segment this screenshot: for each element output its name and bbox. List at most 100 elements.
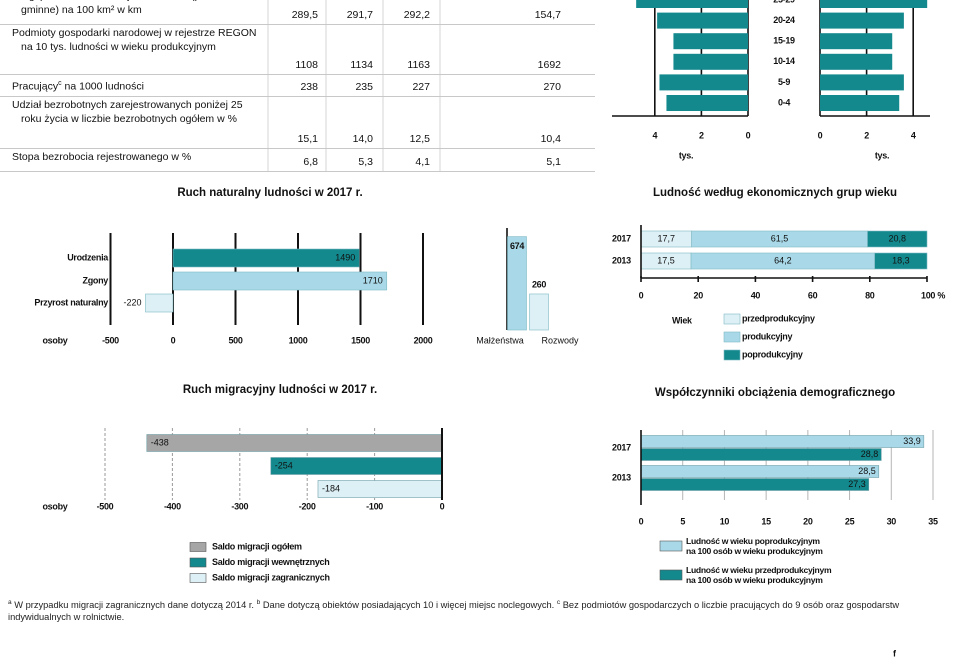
table-row: Pracującyc na 1000 ludności 238 235 227 270 bbox=[0, 75, 595, 97]
value-label: -254 bbox=[275, 460, 293, 470]
x-tick-label: 0 bbox=[746, 130, 751, 140]
x-tick-label: -400 bbox=[164, 501, 181, 511]
bar bbox=[820, 95, 900, 111]
x-tick-label: 0 bbox=[639, 516, 644, 526]
cell-value: 270 bbox=[543, 81, 561, 93]
chart-title: Ludność według ekonomicznych grup wieku bbox=[653, 187, 897, 199]
category-label: 20-24 bbox=[773, 15, 795, 25]
cell-value: 4,1 bbox=[415, 156, 430, 168]
footnote: Dane dotyczą obiektów posiadających 10 i… bbox=[262, 600, 555, 611]
value-label: 260 bbox=[532, 279, 546, 289]
category-label: 2013 bbox=[612, 255, 631, 265]
value-label: 20,8 bbox=[888, 233, 906, 243]
cell-value: 12,5 bbox=[409, 133, 430, 145]
chart-title: Ruch naturalny ludności w 2017 r. bbox=[177, 187, 362, 199]
bar bbox=[507, 236, 527, 331]
legend-label: produkcyjny bbox=[742, 331, 793, 341]
value-label: 27,3 bbox=[848, 479, 866, 489]
cell-value: 14,0 bbox=[352, 133, 373, 145]
cell-value: 1163 bbox=[407, 59, 430, 71]
bar bbox=[172, 248, 360, 268]
value-label: 61,5 bbox=[771, 233, 789, 243]
value-label: -184 bbox=[322, 483, 340, 493]
axis-label: tys. bbox=[679, 150, 693, 160]
cell-value: 154,7 bbox=[534, 9, 561, 21]
legend-title: Wiek bbox=[672, 315, 693, 325]
category-label: 2013 bbox=[612, 472, 631, 482]
x-tick-label: -500 bbox=[97, 501, 114, 511]
category-label: 0-4 bbox=[778, 97, 790, 107]
x-tick-label: 0 bbox=[639, 290, 644, 300]
x-tick-label: 1000 bbox=[289, 335, 308, 345]
bar bbox=[529, 293, 549, 331]
x-tick-label: 0 bbox=[171, 335, 176, 345]
bar-segment bbox=[874, 252, 928, 270]
label-text: Stopa bezrobocia rejestrowanego w % bbox=[12, 151, 192, 163]
bar bbox=[820, 0, 928, 8]
row-label: Pracującyc na 1000 ludności bbox=[12, 77, 257, 94]
bar bbox=[640, 435, 925, 448]
row-label: Drogi publiczne o twardej nawierzchni (p… bbox=[12, 0, 257, 17]
bar bbox=[657, 12, 748, 29]
value-label: 28,5 bbox=[858, 466, 876, 476]
x-tick-label: 15 bbox=[761, 516, 771, 526]
cell-value: 292,2 bbox=[403, 9, 430, 21]
bar bbox=[820, 33, 893, 50]
table-body: Drogi publiczne o twardej nawierzchni (p… bbox=[0, 0, 595, 174]
cell-value: 1692 bbox=[537, 59, 561, 71]
bar bbox=[820, 12, 904, 29]
footnote: Bez podmiotów gospodarczych o liczbie pr… bbox=[8, 600, 900, 623]
axis-label: osoby bbox=[42, 501, 67, 511]
cell-value: 289,5 bbox=[291, 9, 318, 21]
table-column-lines bbox=[267, 0, 441, 172]
bar bbox=[673, 33, 748, 50]
bar-segment bbox=[867, 230, 928, 248]
cell-value: 6,8 bbox=[303, 156, 318, 168]
legend-label: Saldo migracji zagranicznych bbox=[212, 572, 330, 582]
category-label: 2017 bbox=[612, 442, 631, 452]
bar bbox=[640, 478, 870, 491]
category-label: Urodzenia bbox=[67, 252, 109, 262]
x-tick-label: -500 bbox=[102, 335, 119, 345]
bar bbox=[146, 434, 443, 452]
legend-label: poprodukcyjny bbox=[742, 349, 803, 359]
bar bbox=[172, 271, 388, 291]
bar bbox=[666, 95, 748, 111]
bar bbox=[673, 53, 748, 70]
x-tick-label: 0 bbox=[440, 501, 445, 511]
footnote-mark: c bbox=[58, 80, 62, 87]
value-label: 64,2 bbox=[774, 255, 792, 265]
chart-title: Ruch migracyjny ludności w 2017 r. bbox=[183, 384, 377, 396]
page-marker: f bbox=[893, 648, 897, 658]
legend-label: Ludność w wieku poprodukcyjnym na 100 os… bbox=[686, 536, 823, 556]
legend-swatch bbox=[189, 573, 207, 583]
category-label: Przyrost naturalny bbox=[34, 297, 108, 307]
value-label: -220 bbox=[123, 297, 141, 307]
footnotes: a W przypadku migracji zagranicznych dan… bbox=[8, 599, 900, 623]
bar bbox=[659, 74, 748, 91]
label-text: Drogi publiczne o twardej nawierzchni (p… bbox=[12, 0, 250, 16]
value-label: -438 bbox=[151, 437, 169, 447]
chart-title: Współczynniki obciążenia demograficznego bbox=[655, 387, 895, 399]
x-tick-label: 1500 bbox=[351, 335, 370, 345]
category-label: 10-14 bbox=[773, 56, 795, 66]
x-tick-label: 4 bbox=[911, 130, 916, 140]
x-tick-label: 2 bbox=[864, 130, 869, 140]
footnote-mark: a bbox=[8, 599, 12, 606]
cell-value: 227 bbox=[412, 81, 430, 93]
x-tick-label: 20 bbox=[803, 516, 813, 526]
legend-swatch bbox=[189, 557, 207, 568]
table-row: Udział bezrobotnych zarejestrowanych pon… bbox=[0, 97, 595, 149]
cell-value: 1134 bbox=[350, 59, 373, 71]
value-label: 1490 bbox=[335, 252, 355, 262]
legend-swatch bbox=[723, 331, 741, 343]
value-label: 1710 bbox=[363, 275, 383, 285]
legend-label: Saldo migracji wewnętrznych bbox=[212, 557, 329, 567]
value-label: 28,8 bbox=[861, 449, 879, 459]
label-text: Pracujący bbox=[12, 80, 59, 93]
category-label: 15-19 bbox=[773, 36, 795, 46]
value-label: 17,5 bbox=[657, 255, 675, 265]
legend-entry: Ludność w wieku poprodukcyjnym na 100 os… bbox=[686, 536, 823, 556]
cell-value: 291,7 bbox=[346, 9, 373, 21]
